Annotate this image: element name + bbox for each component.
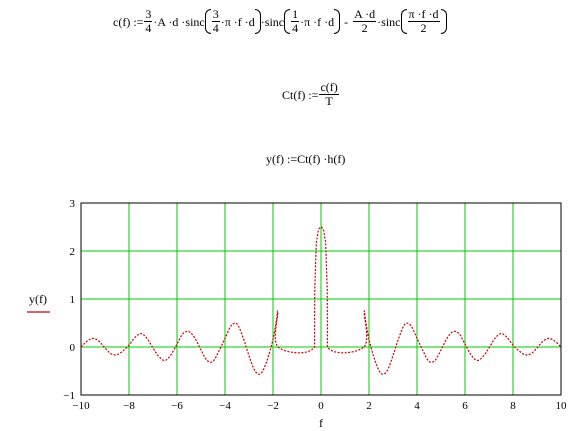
c-lhs: c(f) :=	[113, 14, 144, 29]
x-tick-label: −2	[267, 400, 279, 412]
minus-sign: -	[344, 14, 349, 29]
x-tick-label: −4	[219, 400, 231, 412]
frac-num: 3	[211, 7, 220, 22]
arg2-tail: ·π ·f ·d	[300, 14, 335, 29]
plot-frame	[80, 202, 562, 396]
frac-num: 3	[144, 7, 153, 22]
x-axis-label: f	[319, 416, 323, 430]
y-tick-label: 0	[70, 342, 76, 354]
Ct-lhs: Ct(f) :=	[282, 87, 319, 102]
frac-den: T	[325, 94, 333, 108]
x-tick-labels: −10 −8 −6 −4 −2 0 2 4 6 8 10	[72, 400, 567, 412]
y-def-text: y(f) :=Ct(f) ·h(f)	[266, 152, 346, 166]
fraction-three-quarters: 3 4	[144, 7, 153, 35]
c-term2: ·sinc	[260, 14, 285, 29]
y-tick-labels: −1 0 1 2 3	[63, 198, 75, 402]
equation-Ct-definition: Ct(f) := c(f) T	[282, 81, 340, 108]
x-tick-label: −10	[72, 400, 90, 412]
fraction-Ad-over-2: A ·d 2	[353, 7, 377, 35]
x-tick-label: 0	[318, 400, 324, 412]
x-tick-label: 2	[366, 400, 372, 412]
frac-num: π ·f ·d	[407, 7, 440, 22]
arg3-fraction: π ·f ·d 2	[407, 7, 440, 35]
y-tick-label: −1	[63, 390, 75, 402]
equation-y-definition: y(f) :=Ct(f) ·h(f)	[266, 152, 345, 166]
frac-den: 4	[145, 21, 152, 35]
y-tick-label: 2	[70, 246, 76, 258]
y-tick-label: 3	[70, 198, 76, 210]
x-tick-label: −8	[123, 400, 135, 412]
frac-den: 2	[420, 21, 427, 35]
frac-num: A ·d	[353, 7, 377, 22]
y-axis-label: y(f)	[29, 292, 47, 306]
x-tick-label: 8	[510, 400, 516, 412]
arg1-fraction: 3 4	[211, 7, 220, 35]
arg2-fraction: 1 4	[291, 7, 300, 35]
sinc-arg-2: 1 4 ·π ·f ·d	[284, 7, 341, 35]
frac-den: 2	[361, 21, 368, 35]
frac-num: 1	[291, 7, 300, 22]
c-term1: ·A ·d ·sinc	[153, 14, 205, 29]
grid	[80, 202, 562, 396]
c-term3: ·sinc	[377, 14, 401, 29]
fraction-c-over-T: c(f) T	[319, 80, 339, 108]
x-tick-label: 6	[462, 400, 468, 412]
x-tick-label: 4	[414, 400, 420, 412]
frac-den: 4	[212, 21, 219, 35]
sinc-arg-1: 3 4 ·π ·f ·d	[204, 7, 261, 35]
x-tick-label: −6	[171, 400, 183, 412]
x-tick-label: 10	[556, 400, 568, 412]
equation-c-definition: c(f) := 3 4 ·A ·d ·sinc 3 4 ·π ·f ·d ·si…	[113, 8, 447, 35]
frac-num: c(f)	[319, 80, 339, 95]
arg1-tail: ·π ·f ·d	[220, 14, 255, 29]
frac-den: 4	[292, 21, 299, 35]
sinc-arg-3: π ·f ·d 2	[400, 7, 447, 35]
y-tick-label: 1	[70, 294, 76, 306]
